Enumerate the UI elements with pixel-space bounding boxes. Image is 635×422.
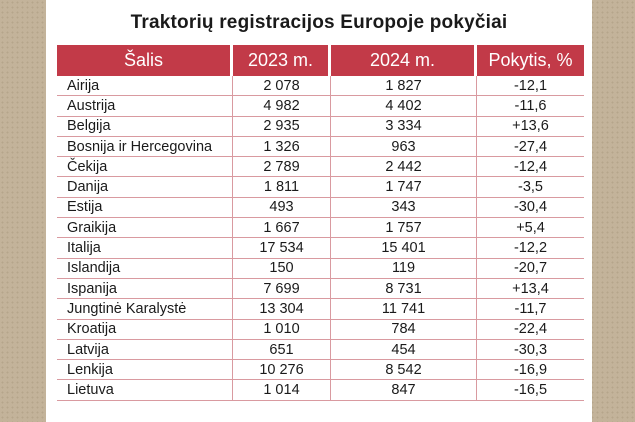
table-header-row: Šalis 2023 m. 2024 m. Pokytis, % xyxy=(57,45,584,76)
value-2024-cell: 8 731 xyxy=(331,278,477,299)
country-cell: Airija xyxy=(57,76,233,96)
table-row: Estija 493 343 -30,4 xyxy=(57,197,584,219)
column-header-change: Pokytis, % xyxy=(477,45,584,76)
table-row: Čekija 2 789 2 442 -12,4 xyxy=(57,157,584,178)
value-2024-cell: 1 747 xyxy=(331,177,477,197)
table-row: Italija 17 534 15 401 -12,2 xyxy=(57,238,584,259)
country-cell: Jungtinė Karalystė xyxy=(57,299,233,319)
value-2023-cell: 1 014 xyxy=(233,380,331,400)
country-cell: Islandija xyxy=(57,258,233,278)
change-cell: -16,9 xyxy=(513,361,548,378)
change-cell: -12,4 xyxy=(513,158,548,175)
table-row: Jungtinė Karalystė 13 304 11 741 -11,7 xyxy=(57,299,584,320)
value-2023-cell: 13 304 xyxy=(233,299,331,319)
table-row: Danija 1 811 1 747 -3,5 xyxy=(57,177,584,198)
country-cell: Belgija xyxy=(57,116,233,136)
change-cell: -11,6 xyxy=(514,97,547,114)
table-row: Belgija 2 935 3 334 +13,6 xyxy=(57,116,584,137)
value-2023-cell: 1 326 xyxy=(233,136,331,157)
value-2023-cell: 4 982 xyxy=(233,96,331,116)
value-2024-cell: 343 xyxy=(331,197,477,218)
country-cell: Danija xyxy=(57,177,233,197)
country-cell: Estija xyxy=(57,197,233,218)
country-cell: Italija xyxy=(57,238,233,258)
value-2023-cell: 10 276 xyxy=(233,360,331,380)
value-2024-cell: 963 xyxy=(331,136,477,157)
value-2024-cell: 3 334 xyxy=(331,116,477,136)
data-table: Šalis 2023 m. 2024 m. Pokytis, % Airija 2… xyxy=(57,45,584,401)
country-cell: Kroatija xyxy=(57,319,233,339)
change-cell: +13,4 xyxy=(512,280,549,297)
change-cell: -11,7 xyxy=(514,300,547,317)
value-2024-cell: 784 xyxy=(331,319,477,339)
table-body: Airija 2 078 1 827 -12,1 Austrija 4 982 4 402 -… xyxy=(57,76,584,401)
value-2023-cell: 493 xyxy=(233,197,331,218)
change-cell: -22,4 xyxy=(513,321,548,338)
page-title: Traktorių registracijos Europoje pokyčia… xyxy=(130,12,508,33)
table-row: Latvija 651 454 -30,3 xyxy=(57,339,584,361)
table-row: Lietuva 1 014 847 -16,5 xyxy=(57,380,584,401)
column-header-2023: 2023 m. xyxy=(233,45,331,76)
table-row: Islandija 150 119 -20,7 xyxy=(57,258,584,279)
change-cell: -27,4 xyxy=(513,138,548,155)
country-cell: Ispanija xyxy=(57,278,233,299)
value-2023-cell: 1 667 xyxy=(233,218,331,238)
table-row: Austrija 4 982 4 402 -11,6 xyxy=(57,96,584,117)
country-cell: Lietuva xyxy=(57,380,233,400)
value-2023-cell: 17 534 xyxy=(233,238,331,258)
table-row: Airija 2 078 1 827 -12,1 xyxy=(57,76,584,97)
value-2024-cell: 4 402 xyxy=(331,96,477,116)
value-2023-cell: 2 078 xyxy=(233,76,331,96)
country-cell: Čekija xyxy=(57,157,233,177)
change-cell: +13,6 xyxy=(512,118,549,135)
value-2023-cell: 7 699 xyxy=(233,278,331,299)
value-2024-cell: 454 xyxy=(331,339,477,360)
change-cell: -30,3 xyxy=(513,341,548,358)
value-2024-cell: 2 442 xyxy=(331,157,477,177)
value-2023-cell: 150 xyxy=(233,258,331,278)
change-cell: -20,7 xyxy=(513,260,548,277)
value-2023-cell: 651 xyxy=(233,339,331,360)
country-cell: Latvija xyxy=(57,339,233,360)
value-2023-cell: 2 935 xyxy=(233,116,331,136)
change-cell: -12,1 xyxy=(513,77,548,94)
change-cell: -30,4 xyxy=(513,199,548,216)
country-cell: Austrija xyxy=(57,96,233,116)
table-row: Bosnija ir Hercegovina 1 326 963 -27,4 xyxy=(57,136,584,158)
value-2023-cell: 2 789 xyxy=(233,157,331,177)
table-row: Kroatija 1 010 784 -22,4 xyxy=(57,319,584,340)
value-2024-cell: 1 827 xyxy=(331,76,477,96)
value-2023-cell: 1 811 xyxy=(233,177,331,197)
change-cell: -12,2 xyxy=(513,240,548,257)
column-header-2024: 2024 m. xyxy=(331,45,477,76)
value-2024-cell: 119 xyxy=(331,258,477,278)
table-row: Lenkija 10 276 8 542 -16,9 xyxy=(57,360,584,381)
change-cell: +5,4 xyxy=(516,219,545,236)
change-cell: -3,5 xyxy=(518,179,543,196)
value-2024-cell: 8 542 xyxy=(331,360,477,380)
value-2023-cell: 1 010 xyxy=(233,319,331,339)
value-2024-cell: 11 741 xyxy=(331,299,477,319)
value-2024-cell: 1 757 xyxy=(331,218,477,238)
value-2024-cell: 15 401 xyxy=(331,238,477,258)
country-cell: Lenkija xyxy=(57,360,233,380)
country-cell: Graikija xyxy=(57,218,233,238)
table-row: Graikija 1 667 1 757 +5,4 xyxy=(57,218,584,239)
table-row: Ispanija 7 699 8 731 +13,4 xyxy=(57,278,584,300)
table-panel: Traktorių registracijos Europoje pokyčia… xyxy=(46,0,592,422)
column-header-country: Šalis xyxy=(57,45,233,76)
change-cell: -16,5 xyxy=(513,382,548,399)
country-cell: Bosnija ir Hercegovina xyxy=(57,136,233,157)
value-2024-cell: 847 xyxy=(331,380,477,400)
